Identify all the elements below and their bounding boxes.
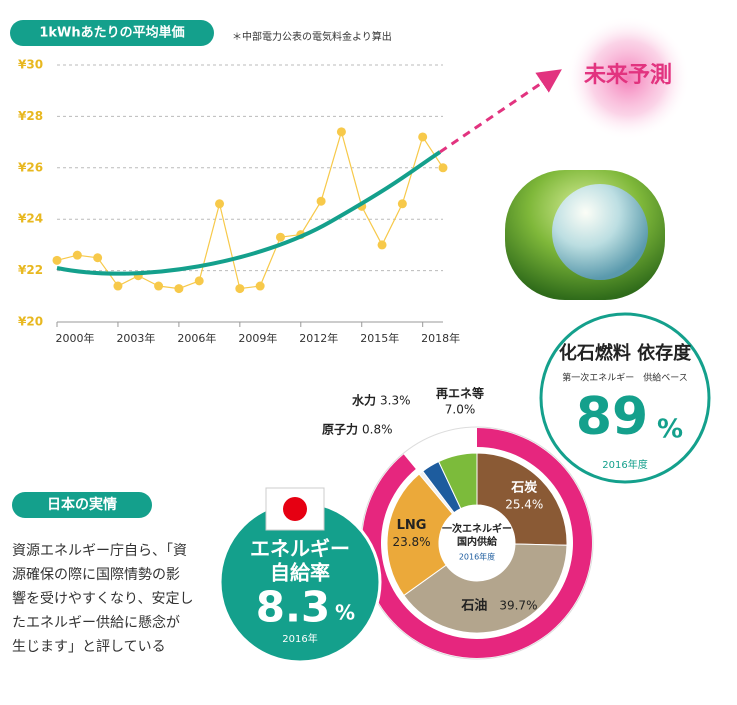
dependency-year: 2016年度 (602, 458, 647, 471)
slice-value: 7.0% (445, 403, 476, 417)
slice-label: 原子力 (322, 422, 358, 437)
data-point (72, 250, 82, 260)
center-label: 国内供給 (457, 535, 498, 548)
data-point (215, 199, 225, 209)
section-title: 日本の実情 (47, 496, 117, 513)
x-tick-label: 2012年 (299, 331, 338, 345)
slice-label: LNG (397, 518, 427, 533)
trend-curve (56, 150, 442, 276)
title-pill (10, 20, 214, 46)
data-point (93, 253, 103, 263)
y-tick-label: ¥30 (18, 58, 43, 72)
data-point (154, 281, 164, 291)
self-title: 自給率 (270, 561, 330, 585)
flag-sun (283, 497, 307, 521)
x-tick-label: 2009年 (238, 331, 277, 345)
y-tick-label: ¥28 (18, 109, 43, 123)
self-year: 2016年 (282, 632, 317, 645)
forecast-burst (566, 16, 690, 140)
slice-value: 3.3% (380, 394, 411, 408)
center-label: 一次エネルギー (442, 522, 512, 535)
slice-value: 23.8% (392, 535, 430, 549)
data-point (336, 127, 346, 137)
self-title: エネルギー (250, 537, 350, 561)
y-tick-label: ¥24 (18, 212, 43, 226)
data-point (397, 199, 407, 209)
slice-label: 石油 (460, 598, 487, 614)
data-point (418, 132, 428, 142)
paragraph-line: 生じます」と評している (12, 639, 166, 655)
data-point (377, 240, 387, 250)
globe (552, 184, 648, 280)
donut-hole (439, 505, 515, 581)
data-point (235, 284, 245, 294)
slice-label: 再エネ等 (436, 386, 484, 401)
slice-label: 水力 (352, 393, 376, 408)
slice-value: 39.7% (499, 599, 537, 613)
dependency-subtitle: 第一次エネルギー 供給ベース (562, 372, 688, 384)
data-point (275, 232, 285, 242)
paragraph-line: 響を受けやすくなり、安定し (12, 590, 193, 607)
paragraph-line: 資源エネルギー庁自ら、「資 (12, 543, 187, 559)
data-line (56, 129, 444, 290)
x-tick-label: 2006年 (177, 331, 216, 345)
y-tick-label: ¥20 (18, 315, 43, 329)
slice-value: 0.8% (362, 423, 393, 437)
dependency-unit: % (657, 415, 683, 445)
slice-value: 25.4% (505, 497, 543, 511)
data-point (113, 281, 123, 291)
paragraph-line: 源確保の際に国際情勢の影 (12, 567, 180, 583)
data-point (174, 284, 184, 294)
dependency-value: 89 (576, 387, 648, 447)
x-tick-label: 2015年 (360, 331, 399, 345)
slice-label: 石炭 (510, 479, 537, 495)
forecast-arrow (439, 69, 562, 154)
paragraph-line: たエネルギー供給に懸念が (12, 614, 180, 631)
self-value: 8.3 (256, 583, 330, 632)
x-tick-label: 2003年 (116, 331, 155, 345)
data-point (255, 281, 265, 291)
section-pill (12, 492, 152, 518)
x-tick-label: 2018年 (421, 331, 460, 345)
center-note: 2016年度 (459, 552, 495, 562)
dependency-badge (539, 312, 711, 484)
data-point (194, 276, 204, 286)
note: ＊中部電力公表の電気料金より算出 (232, 30, 392, 43)
data-point (438, 163, 448, 173)
dependency-title: 化石燃料 依存度 (559, 342, 692, 364)
x-tick-label: 2000年 (56, 331, 95, 345)
data-point (52, 255, 62, 265)
data-point (316, 196, 326, 206)
self-unit: % (335, 601, 355, 625)
y-tick-label: ¥22 (18, 263, 43, 277)
y-tick-label: ¥26 (18, 160, 43, 174)
chart-title: 1kWhあたりの平均単価 (39, 25, 184, 41)
forecast-label: 未来予測 (584, 63, 672, 88)
